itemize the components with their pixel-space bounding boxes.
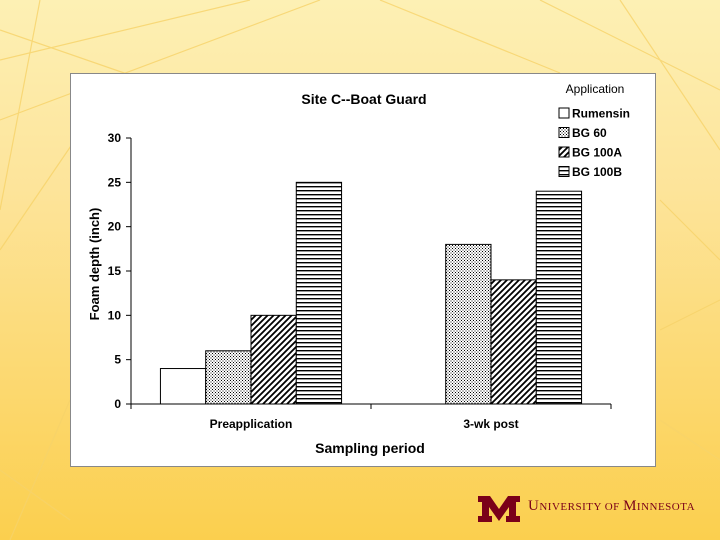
- y-tick-label: 10: [108, 308, 122, 322]
- x-axis: Preapplication 3-wk post: [130, 403, 612, 431]
- legend-label: Rumensin: [572, 107, 630, 121]
- y-axis-label: Foam depth (inch): [87, 208, 102, 321]
- x-tick-label: 3-wk post: [463, 417, 518, 431]
- legend: Rumensin BG 60 BG 100A BG 100B: [558, 107, 630, 179]
- legend-label: BG 100B: [572, 165, 622, 179]
- y-tick-label: 15: [108, 264, 122, 278]
- legend-label: BG 100A: [572, 146, 622, 160]
- y-tick-label: 20: [108, 220, 122, 234]
- university-logo-icon: [478, 496, 520, 522]
- bar: [535, 190, 583, 405]
- legend-title: Application: [566, 82, 625, 96]
- legend-label: BG 60: [572, 126, 607, 140]
- chart-title: Site C--Boat Guard: [301, 91, 426, 107]
- y-tick-label: 30: [108, 131, 122, 145]
- x-axis-label: Sampling period: [315, 440, 425, 456]
- y-axis: 0 5 10 15 20 25 30: [108, 131, 132, 411]
- bar: [250, 314, 297, 405]
- x-tick-label: Preapplication: [210, 417, 293, 431]
- y-tick-label: 0: [114, 397, 121, 411]
- legend-swatch: [558, 166, 570, 177]
- chart-panel: Site C--Boat Guard Application Rumensin B…: [70, 73, 656, 467]
- bar: [445, 243, 492, 405]
- legend-swatch: [558, 146, 570, 158]
- legend-swatch: [558, 127, 570, 138]
- y-tick-label: 25: [108, 175, 122, 189]
- legend-swatch: [558, 107, 570, 119]
- university-name: UNIVERSITY OF MINNESOTA: [528, 498, 696, 514]
- bar: [159, 368, 207, 405]
- y-tick-label: 5: [114, 353, 121, 367]
- bar: [205, 350, 252, 405]
- bar-chart: Site C--Boat Guard Application Rumensin B…: [87, 82, 630, 456]
- bar-series: [159, 181, 583, 405]
- bar: [490, 279, 537, 405]
- bar: [295, 181, 343, 405]
